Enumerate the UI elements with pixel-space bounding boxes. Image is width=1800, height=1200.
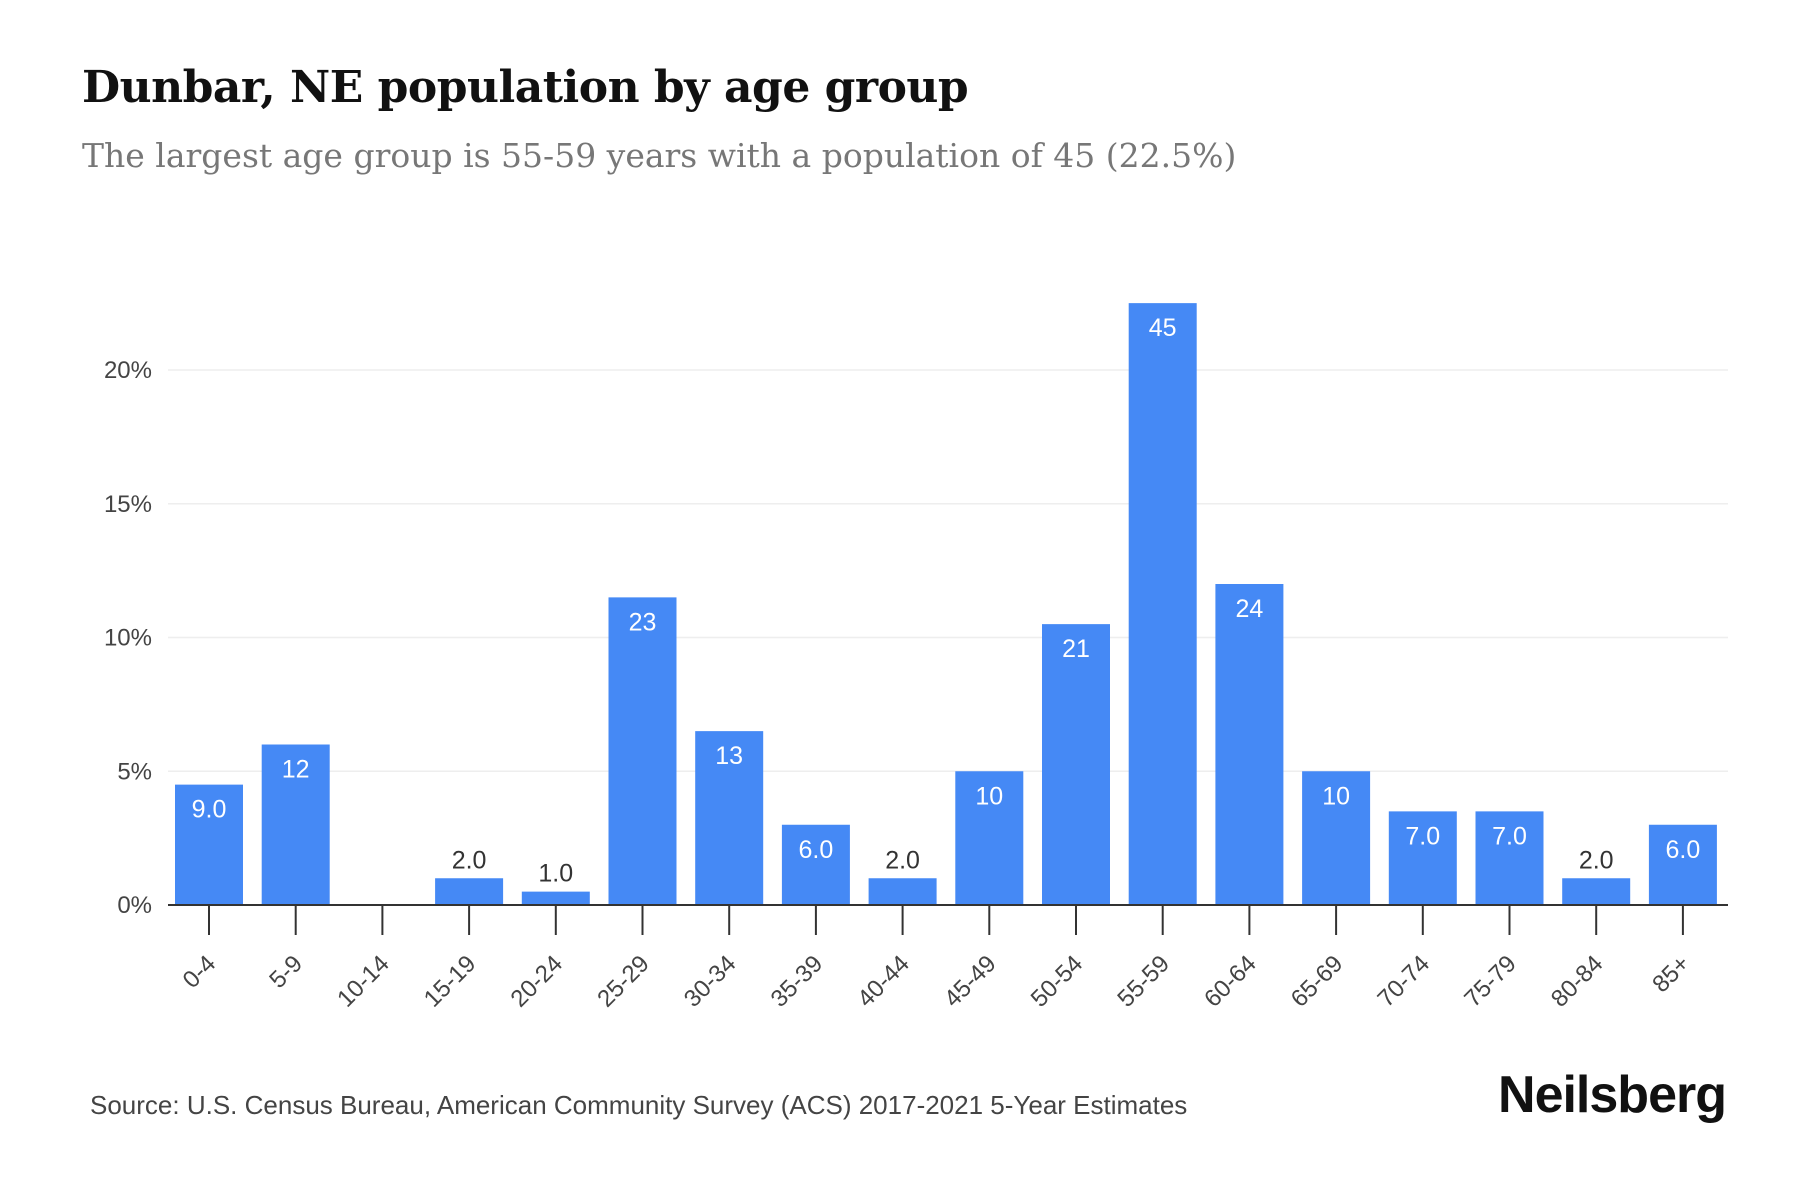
data-label: 21 <box>1062 635 1090 663</box>
data-label: 24 <box>1235 595 1263 623</box>
y-tick-label: 15% <box>104 491 152 518</box>
chart-subtitle: The largest age group is 55-59 years wit… <box>82 136 1237 175</box>
y-axis-ticks: 0% 5% 10% 15% 20% <box>104 357 152 919</box>
x-tick-label: 60-64 <box>1199 950 1262 1013</box>
x-axis: 0-4 5-9 10-14 15-19 20-24 25-29 30-34 35-39 40-4… <box>168 904 1728 1013</box>
data-label: 6.0 <box>799 836 834 864</box>
x-tick-label: 85+ <box>1647 950 1695 998</box>
bar <box>1562 878 1631 905</box>
bar <box>695 731 764 905</box>
bar <box>521 891 590 905</box>
y-tick-label: 20% <box>104 357 152 384</box>
x-tick-label: 50-54 <box>1026 950 1089 1013</box>
x-tick-label: 65-69 <box>1286 950 1349 1013</box>
bar <box>261 744 330 905</box>
bar <box>1042 624 1110 905</box>
gridlines <box>168 369 1728 772</box>
x-tick-label: 45-49 <box>939 950 1002 1013</box>
x-tick-label: 80-84 <box>1546 950 1609 1013</box>
brand-logo: Neilsberg <box>1498 1066 1727 1124</box>
data-label: 7.0 <box>1492 822 1527 850</box>
bar <box>1648 824 1717 905</box>
bars <box>175 303 1717 905</box>
bar <box>781 824 850 905</box>
x-tick-label: 55-59 <box>1112 950 1175 1013</box>
x-tick-label: 35-39 <box>766 950 829 1013</box>
data-label: 10 <box>975 782 1003 810</box>
bar <box>435 878 504 905</box>
y-tick-label: 10% <box>104 625 152 652</box>
data-label: 9.0 <box>192 796 227 824</box>
data-labels: 9.0 12 2.0 1.0 23 13 6.0 2.0 10 21 45 24 10 7.0 7.0 2.0… <box>192 314 1701 888</box>
data-label: 12 <box>282 756 310 784</box>
x-tick-label: 70-74 <box>1373 950 1436 1013</box>
data-label: 7.0 <box>1405 822 1440 850</box>
data-label: 6.0 <box>1666 836 1701 864</box>
data-label: 1.0 <box>538 860 573 888</box>
data-label: 23 <box>629 608 657 636</box>
y-tick-label: 0% <box>117 892 152 919</box>
bar <box>955 771 1024 905</box>
chart-title: Dunbar, NE population by age group <box>82 62 969 113</box>
bar <box>175 784 243 905</box>
source-note: Source: U.S. Census Bureau, American Com… <box>90 1090 1188 1120</box>
bar <box>1475 811 1544 905</box>
bar <box>868 878 937 905</box>
bar <box>1215 584 1284 905</box>
data-label: 2.0 <box>1579 846 1614 874</box>
x-tick-label: 0-4 <box>178 950 222 994</box>
bar <box>1128 303 1197 905</box>
data-label: 45 <box>1149 314 1177 342</box>
data-label: 2.0 <box>885 846 920 874</box>
data-label: 13 <box>715 742 743 770</box>
y-tick-label: 5% <box>117 758 152 785</box>
bar <box>1302 771 1371 905</box>
data-label: 2.0 <box>452 846 487 874</box>
x-tick-label: 75-79 <box>1459 950 1522 1013</box>
bar <box>608 597 677 905</box>
x-tick-label: 20-24 <box>506 950 569 1013</box>
x-tick-label: 10-14 <box>332 950 395 1013</box>
data-label: 10 <box>1322 782 1350 810</box>
x-tick-label: 30-34 <box>679 950 742 1013</box>
x-tick-label: 15-19 <box>419 950 482 1013</box>
x-tick-label: 25-29 <box>592 950 655 1013</box>
bar <box>1388 811 1457 905</box>
x-tick-label: 40-44 <box>852 950 915 1013</box>
x-tick-label: 5-9 <box>264 950 308 994</box>
